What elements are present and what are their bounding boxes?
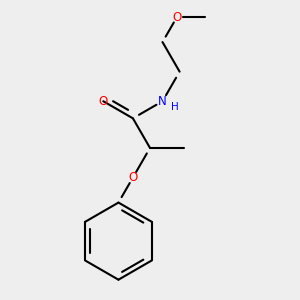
Text: O: O: [172, 11, 182, 23]
Text: N: N: [158, 95, 167, 108]
Text: O: O: [99, 95, 108, 108]
Text: H: H: [171, 102, 179, 112]
Text: O: O: [128, 171, 137, 184]
